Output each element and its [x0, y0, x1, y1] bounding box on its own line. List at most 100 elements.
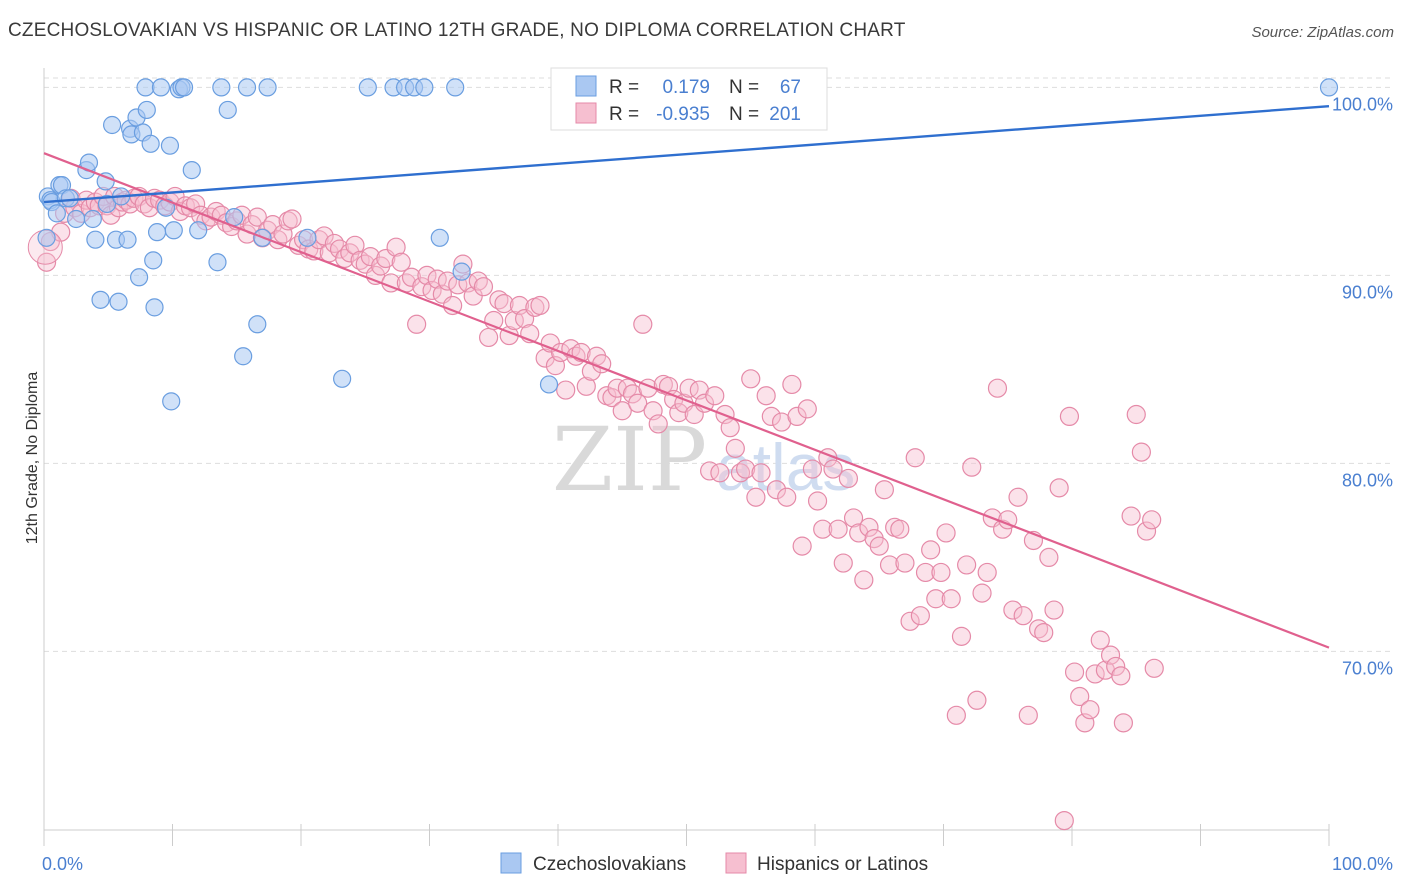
- hispanic-point: [576, 376, 596, 396]
- hispanic-point: [1049, 478, 1069, 498]
- hispanic-point: [1003, 600, 1023, 620]
- hispanic-point: [1111, 666, 1131, 686]
- czech-point: [446, 78, 465, 97]
- czech-point: [67, 209, 86, 229]
- hispanic-point: [797, 399, 817, 419]
- hispanic-point: [422, 280, 442, 301]
- czech-point: [37, 228, 56, 247]
- y-tick-label: 80.0%: [1342, 470, 1393, 490]
- hispanic-point: [391, 252, 411, 272]
- hispanic-point: [890, 519, 910, 539]
- hispanic-point: [335, 248, 355, 269]
- hispanic-point: [720, 418, 740, 438]
- hispanic-point: [412, 277, 432, 297]
- bottom-legend-label-hispanic: Hispanics or Latinos: [757, 854, 928, 875]
- hispanic-point: [612, 401, 632, 421]
- hispanic-point: [556, 380, 576, 400]
- hispanic-point: [931, 562, 951, 583]
- chart-title: CZECHOSLOVAKIAN VS HISPANIC OR LATINO 12…: [8, 20, 906, 41]
- hispanic-point: [417, 265, 437, 285]
- hispanic-point: [787, 406, 807, 426]
- czech-point: [212, 78, 231, 97]
- x-tick-label: 0.0%: [42, 854, 83, 874]
- hispanic-point: [1113, 713, 1134, 733]
- czech-point: [118, 230, 137, 249]
- hispanic-point: [468, 271, 488, 291]
- hispanic-point: [1131, 442, 1151, 462]
- hispanic-point: [838, 468, 859, 489]
- hispanic-point: [1126, 404, 1146, 425]
- czech-point: [182, 161, 201, 180]
- hispanic-point: [905, 448, 925, 468]
- hispanic-point: [1142, 510, 1162, 530]
- czech-point: [96, 172, 115, 191]
- czech-point: [60, 189, 79, 208]
- czech-point: [358, 78, 377, 97]
- hispanic-point: [900, 611, 920, 631]
- hispanic-point: [741, 369, 761, 389]
- y-tick-label: 70.0%: [1342, 658, 1393, 678]
- hispanic-point: [807, 491, 828, 511]
- legend-box: [550, 67, 828, 131]
- hispanic-point: [951, 626, 972, 646]
- bottom-legend-label-czech: Czechoslovakians: [533, 854, 686, 875]
- hispanic-point: [1059, 406, 1080, 426]
- hispanic-point: [669, 403, 689, 423]
- hispanic-point: [756, 386, 776, 406]
- hispanic-point: [725, 438, 745, 458]
- legend-n-label-czech: N =: [729, 77, 759, 98]
- hispanic-point: [581, 361, 602, 381]
- hispanic-point: [1080, 700, 1100, 720]
- hispanic-point: [350, 250, 370, 270]
- czech-point: [164, 221, 183, 240]
- legend-n-value-czech: 67: [780, 77, 801, 98]
- series-legend: Czechoslovakians Hispanics or Latinos: [500, 852, 928, 875]
- trend-lines: [43, 105, 1330, 649]
- hispanic-point: [766, 480, 787, 500]
- czech-point: [47, 204, 66, 223]
- hispanic-trend-line: [43, 152, 1330, 649]
- czech-point: [160, 136, 180, 155]
- czech-point: [539, 375, 559, 394]
- hispanic-point: [843, 508, 864, 528]
- hispanic-point: [1144, 658, 1164, 678]
- hispanic-point: [324, 233, 345, 254]
- czech-point: [144, 251, 163, 270]
- czech-point: [174, 78, 194, 97]
- czech-point: [415, 78, 434, 97]
- hispanic-point: [941, 589, 961, 609]
- hispanic-points: [27, 186, 1164, 831]
- czech-point: [136, 78, 155, 97]
- watermark-zip: ZIP: [552, 408, 707, 511]
- czech-trend-line: [43, 105, 1330, 204]
- hispanic-point: [489, 290, 509, 310]
- hispanic-point: [915, 562, 936, 583]
- y-tick-label: 90.0%: [1342, 282, 1393, 302]
- bottom-legend-swatch-czech: [500, 852, 522, 874]
- czech-point: [452, 262, 471, 281]
- czech-point: [141, 134, 160, 153]
- czech-point: [91, 290, 110, 309]
- czech-point: [298, 228, 317, 247]
- legend-r-label-czech: R =: [609, 77, 639, 98]
- legend-r-value-czech: 0.179: [662, 77, 710, 98]
- hispanic-point: [859, 517, 879, 537]
- hispanic-point: [345, 235, 365, 255]
- hispanic-point: [1034, 622, 1054, 643]
- y-axis-label: 12th Grade, No Diploma: [24, 372, 41, 545]
- legend-r-label-hispanic: R =: [609, 104, 639, 125]
- czech-point: [97, 194, 117, 214]
- hispanic-point: [972, 583, 992, 603]
- hispanic-point: [1136, 521, 1157, 541]
- hispanic-point: [1070, 686, 1090, 707]
- hispanic-point: [617, 378, 637, 398]
- czech-point: [147, 223, 167, 242]
- hispanic-point: [813, 519, 833, 539]
- czech-point: [86, 230, 105, 249]
- hispanic-point: [854, 570, 874, 590]
- hispanic-point: [1028, 619, 1049, 639]
- watermark: ZIP atlas: [552, 408, 855, 511]
- hispanic-point: [633, 314, 653, 334]
- czech-point: [208, 253, 227, 272]
